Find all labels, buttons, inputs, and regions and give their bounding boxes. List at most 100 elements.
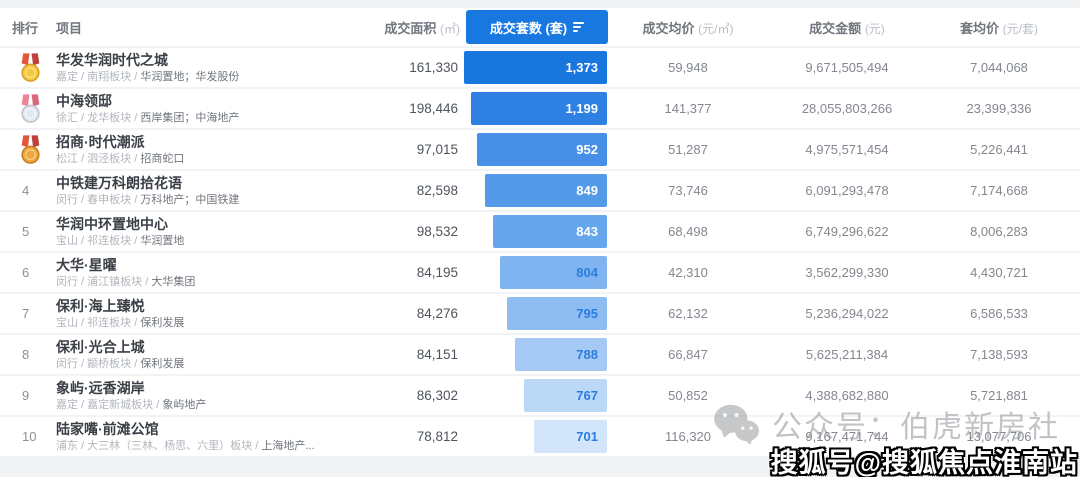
project-cell: 象屿·远香湖岸 嘉定 / 嘉定新城板块 / 象屿地产 [56,380,380,412]
table-row[interactable]: 招商·时代潮派 松江 / 泗泾板块 / 招商蛇口 97,015 952 51,2… [0,130,1080,171]
project-cell: 华发华润时代之城 嘉定 / 南翔板块 / 华润置地；华发股份 [56,52,380,84]
project-subtitle: 松江 / 泗泾板块 / 招商蛇口 [56,152,380,166]
project-name[interactable]: 华润中环置地中心 [56,215,168,232]
project-location: 徐汇 / 龙华板块 / [56,111,141,124]
units-cell: 1,373 [464,48,610,87]
table-body: 华发华润时代之城 嘉定 / 南翔板块 / 华润置地；华发股份 161,330 1… [0,48,1080,458]
project-name[interactable]: 陆家嘴·前滩公馆 [56,420,159,437]
area-value: 198,446 [409,101,458,116]
project-cell: 保利·光合上城 闵行 / 颛桥板块 / 保利发展 [56,339,380,371]
table-row[interactable]: 9 象屿·远香湖岸 嘉定 / 嘉定新城板块 / 象屿地产 86,302 767 … [0,376,1080,417]
table-row[interactable]: 6 大华·星曜 闵行 / 浦江镇板块 / 大华集团 84,195 804 42,… [0,253,1080,294]
table-row[interactable]: 5 华润中环置地中心 宝山 / 祁连板块 / 华润置地 98,532 843 6… [0,212,1080,253]
ranking-table: 排行 项目 成交面积 (㎡) 成交套数 (套) 成交均价 (元/㎡) 成交金额 … [0,8,1080,458]
project-developer: 华润置地；华发股份 [140,70,240,83]
project-name[interactable]: 保利·海上臻悦 [56,297,145,314]
project-developer: 招商蛇口 [140,152,185,165]
avg-price-value: 62,132 [668,306,708,321]
avg-price-value: 51,287 [668,142,708,157]
rank-cell [10,134,56,165]
project-name[interactable]: 象屿·远香湖岸 [56,379,145,396]
table-row[interactable]: 中海领邸 徐汇 / 龙华板块 / 西岸集团；中海地产 198,446 1,199… [0,89,1080,130]
area-value: 82,598 [416,183,458,198]
units-bar: 701 [534,420,607,453]
project-cell: 中铁建万科朗拾花语 闵行 / 春申板块 / 万科地产；中国铁建 [56,175,380,207]
units-bar: 849 [485,174,607,207]
table-row[interactable]: 华发华润时代之城 嘉定 / 南翔板块 / 华润置地；华发股份 161,330 1… [0,48,1080,89]
project-cell: 保利·海上臻悦 宝山 / 祁连板块 / 保利发展 [56,298,380,330]
project-name[interactable]: 中海领邸 [56,92,112,109]
rank-number: 7 [22,306,30,321]
rank-cell: 8 [10,347,56,362]
area-value: 84,151 [416,347,458,362]
avg-price-value: 66,847 [668,347,708,362]
table-row[interactable]: 10 陆家嘴·前滩公馆 浦东 / 大三林（三林、杨思、六里）板块 / 上海地产.… [0,417,1080,458]
project-name[interactable]: 招商·时代潮派 [56,133,145,150]
rank-cell: 5 [10,224,56,239]
amount-value: 5,236,294,022 [805,306,889,321]
project-name[interactable]: 华发华润时代之城 [56,51,168,68]
project-location: 浦东 / 大三林（三林、杨思、六里）板块 / [56,439,262,452]
rank-cell: 4 [10,183,56,198]
unit-avg-value: 4,430,721 [970,265,1028,280]
sort-descending-icon [573,22,585,32]
project-subtitle: 宝山 / 祁连板块 / 华润置地 [56,234,380,248]
unit-avg-value: 13,077,706 [966,429,1032,444]
units-sort-button[interactable]: 成交套数 (套) [466,10,608,44]
project-location: 闵行 / 颛桥板块 / [56,357,141,370]
avg-price-value: 68,498 [668,224,708,239]
units-bar: 1,199 [471,92,607,125]
rank-cell [10,93,56,124]
project-cell: 中海领邸 徐汇 / 龙华板块 / 西岸集团；中海地产 [56,93,380,125]
rank-number: 10 [22,429,37,444]
project-cell: 大华·星曜 闵行 / 浦江镇板块 / 大华集团 [56,257,380,289]
rank-cell: 7 [10,306,56,321]
project-subtitle: 闵行 / 春申板块 / 万科地产；中国铁建 [56,193,380,207]
avg-price-value: 50,852 [668,388,708,403]
units-bar: 952 [476,133,607,166]
units-cell: 804 [464,253,610,292]
project-location: 闵行 / 浦江镇板块 / [56,275,152,288]
table-row[interactable]: 4 中铁建万科朗拾花语 闵行 / 春申板块 / 万科地产；中国铁建 82,598… [0,171,1080,212]
area-value: 78,812 [416,429,458,444]
header-rank: 排行 [12,20,39,36]
rank-cell: 9 [10,388,56,403]
project-developer: 象屿地产 [162,398,207,411]
header-area: 成交面积 (㎡) [384,20,460,36]
amount-value: 3,562,299,330 [805,265,889,280]
project-name[interactable]: 保利·光合上城 [56,338,145,355]
project-location: 嘉定 / 嘉定新城板块 / [56,398,163,411]
rank-number: 8 [22,347,30,362]
avg-price-value: 73,746 [668,183,708,198]
project-name[interactable]: 大华·星曜 [56,256,117,273]
project-subtitle: 闵行 / 浦江镇板块 / 大华集团 [56,275,380,289]
header-avg-price: 成交均价 (元/㎡) [642,20,734,36]
units-cell: 795 [464,294,610,333]
project-developer: 大华集团 [151,275,196,288]
amount-value: 6,749,296,622 [805,224,889,239]
project-subtitle: 闵行 / 颛桥板块 / 保利发展 [56,357,380,371]
project-cell: 陆家嘴·前滩公馆 浦东 / 大三林（三林、杨思、六里）板块 / 上海地产... [56,421,380,453]
table-row[interactable]: 8 保利·光合上城 闵行 / 颛桥板块 / 保利发展 84,151 788 66… [0,335,1080,376]
rank-number: 9 [22,388,30,403]
unit-avg-value: 5,721,881 [970,388,1028,403]
medal-bronze-icon [21,134,40,164]
project-developer: 保利发展 [140,316,185,329]
project-name[interactable]: 中铁建万科朗拾花语 [56,174,182,191]
units-cell: 701 [464,417,610,456]
table-row[interactable]: 7 保利·海上臻悦 宝山 / 祁连板块 / 保利发展 84,276 795 62… [0,294,1080,335]
unit-avg-value: 7,174,668 [970,183,1028,198]
project-cell: 华润中环置地中心 宝山 / 祁连板块 / 华润置地 [56,216,380,248]
unit-avg-value: 6,586,533 [970,306,1028,321]
rank-cell: 10 [10,429,56,444]
units-bar: 767 [524,379,607,412]
medal-gold-icon [21,52,40,82]
unit-avg-value: 23,399,336 [966,101,1032,116]
medal-silver-icon [21,93,40,123]
project-location: 闵行 / 春申板块 / [56,193,141,206]
project-location: 嘉定 / 南翔板块 / [56,70,141,83]
units-bar: 843 [492,215,607,248]
amount-value: 6,091,293,478 [805,183,889,198]
project-subtitle: 嘉定 / 嘉定新城板块 / 象屿地产 [56,398,380,412]
units-cell: 767 [464,376,610,415]
